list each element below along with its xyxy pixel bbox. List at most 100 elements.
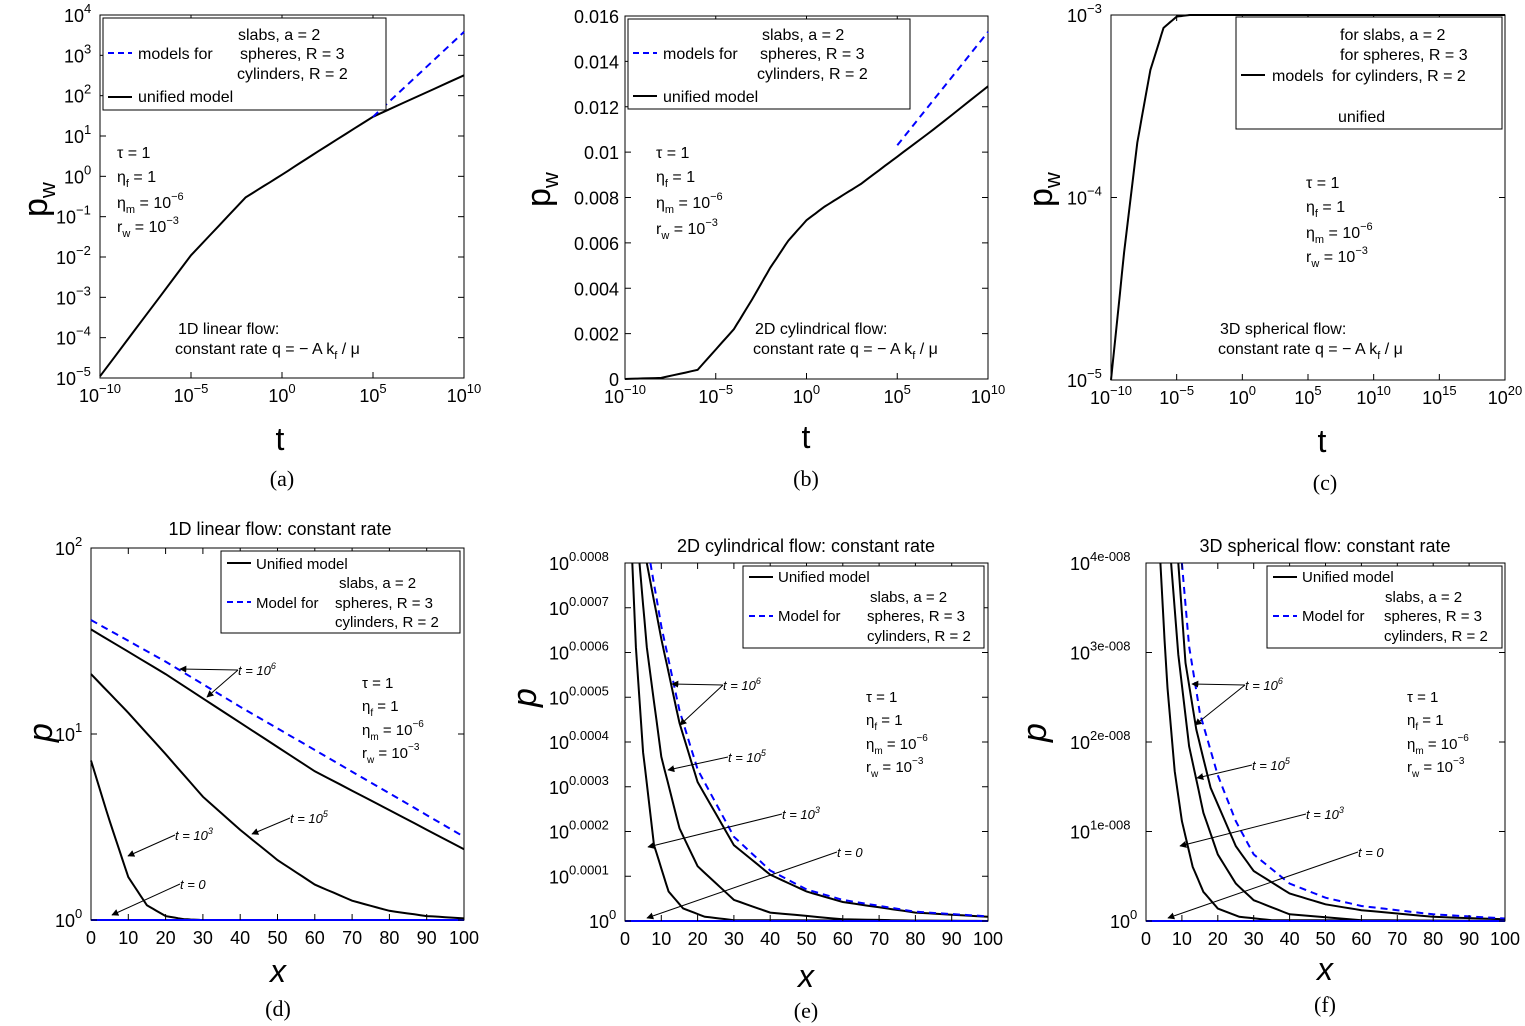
ticks-group-a: 10−10 10−5 100 105 101010−510−410−310−210−11… [56,1,481,406]
series-line-b-0 [624,85,989,380]
param-eta-m-e: ηm = 10−6 [866,733,928,757]
time-annotations-d: t = 106 t = 105 t = 103 t = 0 [111,661,329,916]
param-eta-m-d: ηm = 10−6 [362,719,424,743]
param-eta-m-c: ηm = 10−6 [1306,221,1373,246]
legend-spheres-b: spheres, R = 3 [760,46,865,63]
y-tick-label-a-9: 104 [64,1,91,26]
panel-label-f: (f) [1314,992,1336,1017]
param-r-w-f: rw = 10−3 [1407,756,1465,780]
panel-label-d: (d) [265,996,291,1021]
param-r-w-d: rw = 10−3 [362,742,420,766]
param-tau-a: τ = 1 [117,145,151,162]
y-tick-label-b-1: 0.002 [574,325,619,345]
legend-cylinders-b: cylinders, R = 2 [757,66,868,83]
x-tick-label-e-9: 90 [942,929,962,949]
x-tick-label-a-3: 105 [359,381,386,406]
x-tick-label-c-1: 10−5 [1159,383,1194,408]
x-tick-label-e-2: 20 [688,929,708,949]
y-axis-label-e: p [506,688,544,708]
legend-model-for-e: Model for [778,608,841,625]
x-tick-label-c-6: 1020 [1488,383,1523,408]
t6-label-e: t = 106 [723,676,761,693]
series-line-c-0 [1110,14,1505,381]
legend-models-for-b: models for [663,46,738,63]
y-axis-label-a: pw [17,182,60,217]
x-tick-label-d-10: 100 [449,928,479,948]
time-annotations-f: t = 106 t = 105 t = 103 t = 0 [1167,676,1384,920]
y-tick-label-a-1: 10−4 [56,324,91,349]
y-tick-label-e-5: 100.0005 [549,683,609,708]
ticks-group-b: 10−10 10−5 100 105 1010 0 0.002 0.004 0.006 0.008… [574,7,1005,407]
panel-f: 3D spherical flow: constant rate 0 10 20 30… [1016,536,1520,1017]
x-tick-label-b-0: 10−10 [604,382,646,407]
t6-label-f: t = 106 [1245,676,1283,693]
legend-model-for-d: Model for [256,595,319,612]
panel-b: 10−10 10−5 100 105 1010 0 0.002 0.004 0.006 0.008… [520,7,1005,491]
x-tick-label-d-3: 30 [193,928,213,948]
x-tick-label-a-1: 10−5 [174,381,209,406]
series-line-b-1 [896,31,989,146]
y-tick-label-a-3: 10−2 [56,243,91,268]
legend-models-for-a: models for [138,46,213,63]
y-tick-label-d-2: 102 [55,534,82,559]
legend-b: slabs, a = 2 models for spheres, R = 3 c… [627,18,911,110]
legend-unified-f: Unified model [1302,569,1394,586]
x-tick-label-e-10: 100 [973,929,1003,949]
param-r-w-b: rw = 10−3 [656,217,718,242]
chart-title-d: 1D linear flow: constant rate [168,519,391,539]
flow-line2-c: constant rate q = − A kf / μ [1218,341,1403,362]
series-line-a-1 [372,31,465,118]
param-tau-b: τ = 1 [656,145,690,162]
flow-line1-a: 1D linear flow: [178,321,279,338]
x-tick-label-d-4: 40 [230,928,250,948]
panel-a: 10−10 10−5 100 105 101010−510−410−310−210−11… [17,1,481,491]
params-d: τ = 1 ηf = 1 ηm = 10−6 rw = 10−3 [362,675,424,766]
legend-f: Unified model slabs, a = 2 Model for sph… [1266,565,1503,649]
param-tau-c: τ = 1 [1306,175,1340,192]
legend-unified-c: unified [1338,109,1385,126]
y-tick-label-b-8: 0.016 [574,7,619,27]
x-tick-label-f-1: 10 [1172,929,1192,949]
legend-for-spheres-c: for spheres, R = 3 [1340,47,1468,64]
y-tick-label-e-4: 100.0004 [549,728,609,753]
y-tick-label-f-2: 102e-008 [1070,728,1131,753]
x-axis-label-b: t [802,419,811,455]
legend-unified-d: Unified model [256,556,348,573]
x-tick-label-a-0: 10−10 [79,381,121,406]
param-eta-m-f: ηm = 10−6 [1407,733,1469,757]
x-tick-label-e-6: 60 [833,929,853,949]
legend-slabs-b: slabs, a = 2 [762,27,844,44]
x-tick-label-f-3: 30 [1244,929,1264,949]
t5-label-d: t = 105 [290,809,329,826]
params-f: τ = 1 ηf = 1 ηm = 10−6 rw = 10−3 [1407,689,1469,780]
legend-cylinders-f: cylinders, R = 2 [1384,628,1488,645]
t5-label-e: t = 105 [728,748,767,765]
t0-label-e: t = 0 [837,845,863,860]
legend-for-cylinders-c: for cylinders, R = 2 [1332,68,1466,85]
param-eta-m-b: ηm = 10−6 [656,191,723,216]
y-tick-label-b-7: 0.014 [574,52,619,72]
legend-for-slabs-c: for slabs, a = 2 [1340,27,1445,44]
y-tick-label-a-2: 10−3 [56,283,91,308]
x-axis-label-d: x [268,953,287,989]
y-axis-label-f: p [1016,723,1054,743]
ticks-group-e: 0 10 20 30 40 50 60 70 80 90 100 100 100.0001 100.000… [549,549,1003,949]
series-line-e-3 [631,562,989,922]
param-eta-f-e: ηf = 1 [866,712,903,733]
t3-label-f: t = 103 [1306,805,1344,822]
x-tick-label-f-10: 100 [1490,929,1520,949]
x-tick-label-a-4: 1010 [447,381,482,406]
param-eta-f-c: ηf = 1 [1306,199,1345,220]
time-annotations-e: t = 106 t = 105 t = 103 t = 0 [646,676,863,920]
t6-arrow-1-d [179,665,239,673]
y-axis-label-c: pw [1022,172,1065,207]
x-tick-label-c-2: 100 [1229,383,1256,408]
param-tau-f: τ = 1 [1407,689,1438,706]
y-tick-label-a-5: 100 [64,162,91,187]
param-eta-f-d: ηf = 1 [362,698,399,719]
flow-line1-c: 3D spherical flow: [1220,321,1346,338]
legend-box-f [1266,565,1503,649]
y-tick-label-b-6: 0.012 [574,98,619,118]
y-tick-label-d-0: 100 [55,906,82,931]
y-axis-label-b: pw [520,172,563,207]
